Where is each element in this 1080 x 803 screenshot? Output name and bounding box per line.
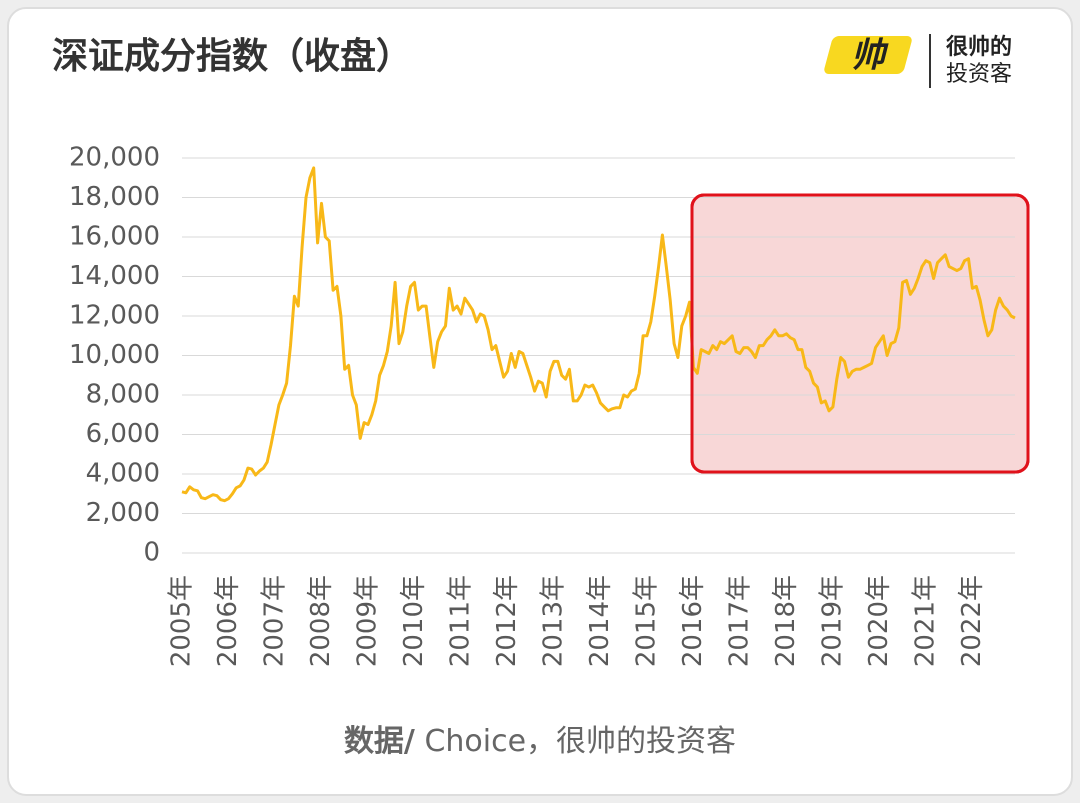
logo-text: 很帅的 [946, 34, 1012, 60]
x-tick-label: 2013年 [538, 575, 568, 667]
y-tick-label: 0 [143, 538, 160, 568]
y-tick-label: 6,000 [86, 419, 160, 449]
y-tick-label: 12,000 [69, 301, 160, 331]
y-tick-label: 2,000 [86, 498, 160, 528]
x-tick-label: 2012年 [492, 575, 522, 667]
y-tick-label: 8,000 [86, 380, 160, 410]
x-tick-label: 2009年 [352, 575, 382, 667]
chart-title: 深证成分指数（收盘） [52, 35, 412, 77]
x-tick-label: 2006年 [213, 575, 243, 667]
source-text: Choice，很帅的投资客 [415, 724, 736, 759]
y-tick-label: 16,000 [69, 222, 160, 252]
y-tick-label: 4,000 [86, 459, 160, 489]
y-tick-label: 14,000 [69, 261, 160, 291]
x-tick-label: 2005年 [167, 575, 197, 667]
y-tick-label: 20,000 [69, 143, 160, 173]
x-tick-label: 2022年 [957, 575, 987, 667]
x-tick-label: 2020年 [864, 575, 894, 667]
x-tick-label: 2011年 [445, 575, 475, 667]
y-tick-label: 18,000 [69, 182, 160, 212]
source: 数据/ Choice，很帅的投资客 [344, 724, 736, 759]
x-tick-label: 2016年 [678, 575, 708, 667]
x-tick-label: 2010年 [399, 575, 429, 667]
x-tick-label: 2019年 [817, 575, 847, 667]
source-label: 数据/ [344, 724, 415, 759]
x-tick-label: 2008年 [306, 575, 336, 667]
highlight-box [690, 193, 1030, 474]
x-tick-label: 2017年 [724, 575, 754, 667]
x-tick-label: 2021年 [910, 575, 940, 667]
x-tick-label: 2018年 [771, 575, 801, 667]
x-tick-label: 2014年 [585, 575, 615, 667]
logo-mark: 帅 [851, 36, 889, 76]
y-tick-label: 10,000 [69, 340, 160, 370]
logo-text: 投资客 [946, 62, 1012, 87]
x-tick-label: 2015年 [631, 575, 661, 667]
line [181, 166, 1016, 503]
logo-bg [824, 36, 912, 74]
x-tick-label: 2007年 [259, 575, 289, 667]
